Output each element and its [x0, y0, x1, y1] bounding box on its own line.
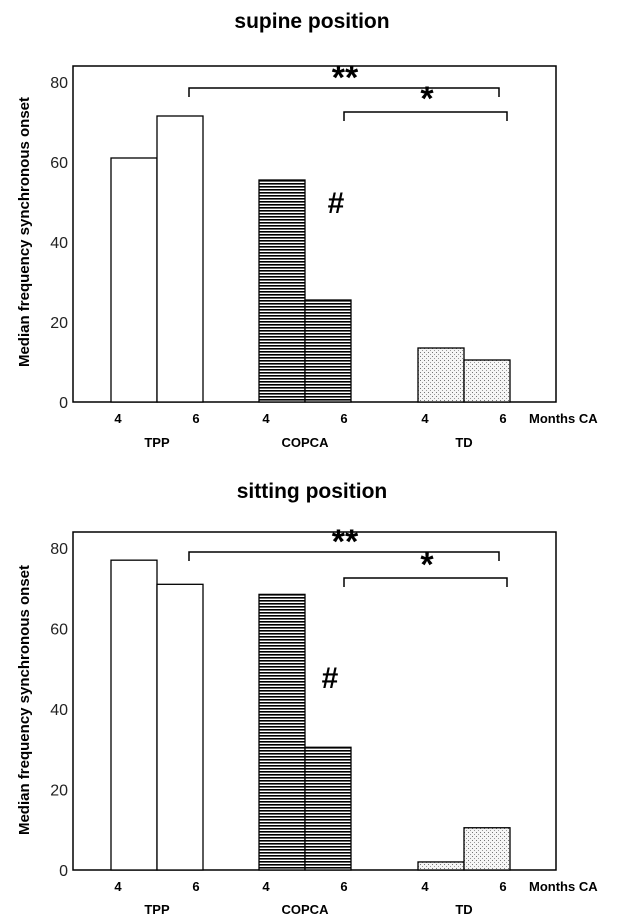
- y-tick-label: 80: [50, 541, 68, 558]
- y-tick-label: 20: [50, 315, 68, 332]
- x-tick-label: 6: [499, 411, 506, 426]
- x-tick-label: 4: [421, 879, 429, 894]
- bar-copca-4: [258, 593, 306, 871]
- group-label: COPCA: [282, 902, 330, 917]
- significance-single-star: *: [420, 546, 434, 584]
- y-axis-label: Median frequency synchronous onset: [16, 97, 33, 367]
- bar-copca-6: [304, 746, 352, 871]
- x-axis-label: Months CA: [529, 411, 598, 426]
- significance-double-star: **: [332, 523, 359, 561]
- y-axis-label: Median frequency synchronous onset: [16, 565, 33, 835]
- bar-td-6: [463, 359, 511, 403]
- bar-td-6: [463, 827, 511, 871]
- y-tick-label: 60: [50, 155, 68, 172]
- x-tick-label: 6: [192, 411, 199, 426]
- y-tick-label: 20: [50, 783, 68, 800]
- bar-copca-4: [258, 179, 306, 403]
- bar-tpp-4: [110, 559, 158, 871]
- bar-tpp-6: [156, 583, 204, 871]
- hash-marker: #: [322, 662, 339, 695]
- group-label: TD: [455, 902, 472, 917]
- bar-td-4: [417, 347, 465, 403]
- significance-bracket-copca-td: [343, 111, 508, 121]
- bar-tpp-4: [110, 157, 158, 403]
- x-tick-label: 4: [262, 411, 270, 426]
- group-label: COPCA: [282, 435, 330, 450]
- bar-tpp-6: [156, 115, 204, 403]
- y-tick-label: 80: [50, 75, 68, 92]
- x-tick-label: 6: [340, 879, 347, 894]
- bar-td-4: [417, 861, 465, 871]
- x-tick-label: 4: [421, 411, 429, 426]
- significance-bracket-tpp-td: [188, 87, 500, 97]
- chart-title: supine position: [234, 10, 389, 33]
- y-tick-label: 0: [59, 395, 68, 412]
- x-tick-label: 4: [262, 879, 270, 894]
- y-tick-label: 60: [50, 622, 68, 639]
- x-tick-label: 4: [114, 411, 122, 426]
- x-tick-label: 6: [340, 411, 347, 426]
- y-tick-label: 40: [50, 235, 68, 252]
- chart-title: sitting position: [237, 480, 387, 503]
- y-tick-label: 40: [50, 702, 68, 719]
- significance-bracket-copca-td: [343, 577, 508, 587]
- chart-panel-1: supine position 0 20 40 60 80 Median frequency…: [16, 10, 598, 450]
- y-tick-label: 0: [59, 863, 68, 880]
- significance-single-star: *: [420, 80, 434, 118]
- significance-bracket-tpp-td: [188, 551, 500, 561]
- bar-copca-6: [304, 299, 352, 403]
- x-tick-label: 4: [114, 879, 122, 894]
- group-label: TD: [455, 435, 472, 450]
- group-label: TPP: [144, 902, 170, 917]
- hash-marker: #: [328, 187, 345, 220]
- chart-panel-2: sitting position 0 20 40 60 80 Median frequenc…: [16, 480, 598, 917]
- x-axis-label: Months CA: [529, 879, 598, 894]
- significance-double-star: **: [332, 59, 359, 97]
- x-tick-label: 6: [499, 879, 506, 894]
- x-tick-label: 6: [192, 879, 199, 894]
- group-label: TPP: [144, 435, 170, 450]
